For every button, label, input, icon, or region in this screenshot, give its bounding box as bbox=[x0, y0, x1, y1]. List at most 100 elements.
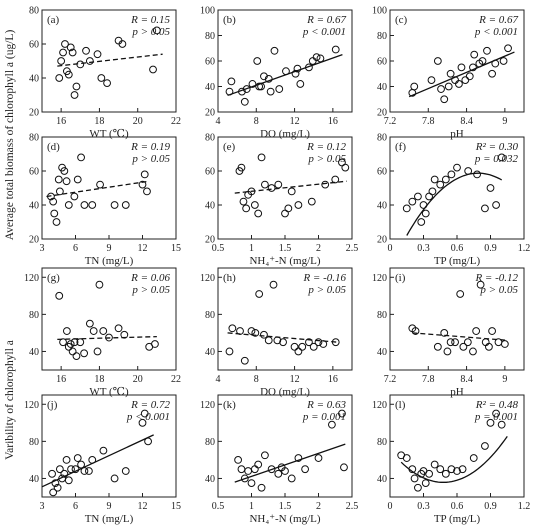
data-point bbox=[257, 82, 265, 91]
x-axis-label: WT (℃) bbox=[89, 386, 129, 398]
data-point bbox=[410, 474, 419, 483]
plot-frame bbox=[389, 267, 525, 371]
x-axis-label: DO (mg/L) bbox=[260, 128, 310, 140]
y-tick-label: 40 bbox=[29, 74, 39, 85]
x-tick-label: 7.2 bbox=[384, 374, 397, 385]
y-tick-label: 20 bbox=[205, 235, 215, 246]
data-point bbox=[470, 50, 479, 59]
panel-label: (e) bbox=[223, 141, 236, 153]
x-tick-label: 0.6 bbox=[451, 501, 464, 512]
x-tick-label: 4 bbox=[216, 374, 221, 385]
x-tick-label: 1.2 bbox=[518, 501, 531, 512]
data-point bbox=[89, 327, 98, 335]
data-point bbox=[248, 80, 257, 88]
data-point bbox=[152, 26, 161, 35]
data-point bbox=[60, 167, 69, 175]
y-tick-label: 120 bbox=[200, 400, 215, 411]
data-point bbox=[260, 330, 268, 339]
x-tick-label: 7.2 bbox=[384, 116, 397, 127]
data-point bbox=[49, 488, 58, 497]
x-tick-label: 15 bbox=[171, 501, 181, 512]
x-tick-label: 8.4 bbox=[460, 116, 473, 127]
data-point bbox=[281, 467, 289, 475]
data-point bbox=[93, 347, 102, 356]
x-axis-label: pH bbox=[450, 386, 464, 398]
data-point bbox=[497, 153, 506, 162]
data-point bbox=[500, 340, 509, 348]
y-tick-label: 60 bbox=[205, 167, 215, 178]
data-point bbox=[267, 184, 276, 192]
x-tick-label: 0.9 bbox=[484, 243, 497, 254]
x-tick-label: 9 bbox=[107, 243, 112, 254]
y-axis-label-top: Average total biomass of chlorophyll a (… bbox=[4, 30, 16, 241]
data-point bbox=[331, 45, 340, 54]
y-tick-label: 80 bbox=[29, 6, 39, 17]
x-tick-label: 9 bbox=[502, 374, 507, 385]
data-point bbox=[491, 59, 500, 68]
data-point bbox=[237, 163, 246, 172]
data-point bbox=[149, 65, 157, 74]
data-point bbox=[476, 280, 485, 289]
x-axis-label: TP (mg/L) bbox=[434, 255, 481, 267]
stat-p: p > 0.05 bbox=[131, 153, 170, 165]
data-point bbox=[440, 95, 449, 104]
y-tick-label: 80 bbox=[29, 133, 39, 144]
data-point bbox=[140, 170, 149, 179]
data-point bbox=[408, 197, 417, 206]
panel-h: 4 8 12 16 40 80 120 DO (mg/L) (h) R = -0.16p > 0.… bbox=[200, 267, 353, 398]
data-point bbox=[237, 465, 246, 474]
stat-p: p < 0.001 bbox=[474, 26, 518, 38]
data-point bbox=[140, 409, 149, 418]
data-point bbox=[504, 44, 512, 53]
stat-r: R = 0.15 bbox=[130, 14, 170, 26]
panel-label: (l) bbox=[395, 399, 406, 411]
data-point bbox=[294, 201, 303, 209]
data-point bbox=[314, 338, 323, 347]
data-point bbox=[298, 342, 307, 351]
data-point bbox=[481, 204, 489, 213]
panel-j: 3 6 9 12 15 40 80 120 TN (mg/L) (j) R = 0.72p < 0.… bbox=[24, 394, 181, 525]
data-point bbox=[274, 180, 283, 189]
data-point bbox=[234, 456, 243, 464]
data-point bbox=[287, 474, 296, 483]
data-point bbox=[269, 280, 278, 289]
data-point bbox=[296, 80, 305, 88]
x-tick-label: 20 bbox=[133, 116, 143, 127]
panel-b: 4 8 12 16 20 40 60 80 100 DO (mg/L) (b) R = 0.67p <… bbox=[200, 6, 353, 140]
y-tick-label: 80 bbox=[205, 31, 215, 42]
x-tick-label: 0.5 bbox=[212, 243, 225, 254]
plot-frame bbox=[217, 267, 353, 371]
y-tick-label: 120 bbox=[200, 273, 215, 284]
data-point bbox=[77, 153, 85, 162]
data-point bbox=[321, 180, 330, 189]
data-point bbox=[114, 324, 123, 333]
plot-frame bbox=[41, 267, 177, 371]
data-point bbox=[453, 467, 461, 475]
x-tick-label: 22 bbox=[171, 374, 181, 385]
y-tick-label: 40 bbox=[205, 201, 215, 212]
data-point bbox=[238, 87, 246, 96]
data-point bbox=[444, 82, 453, 91]
x-tick-label: 0.3 bbox=[417, 243, 430, 254]
y-tick-label: 40 bbox=[29, 347, 39, 358]
data-point bbox=[93, 50, 102, 59]
data-point bbox=[458, 465, 467, 474]
data-point bbox=[443, 347, 452, 356]
data-point bbox=[492, 201, 500, 209]
data-point bbox=[253, 57, 262, 65]
x-tick-label: 0.5 bbox=[212, 501, 225, 512]
y-tick-label: 40 bbox=[29, 474, 39, 485]
data-point bbox=[77, 460, 85, 469]
data-point bbox=[436, 465, 445, 474]
data-point bbox=[428, 187, 437, 196]
x-axis-label: NH₄⁺-N (mg/L) bbox=[249, 255, 320, 267]
data-point bbox=[99, 446, 108, 455]
data-point bbox=[255, 82, 264, 91]
data-point bbox=[255, 290, 264, 298]
data-point bbox=[144, 437, 152, 446]
panel-label: (b) bbox=[223, 14, 236, 26]
data-point bbox=[287, 187, 296, 196]
y-tick-label: 40 bbox=[377, 347, 387, 358]
data-point bbox=[436, 180, 445, 189]
data-point bbox=[455, 80, 463, 88]
